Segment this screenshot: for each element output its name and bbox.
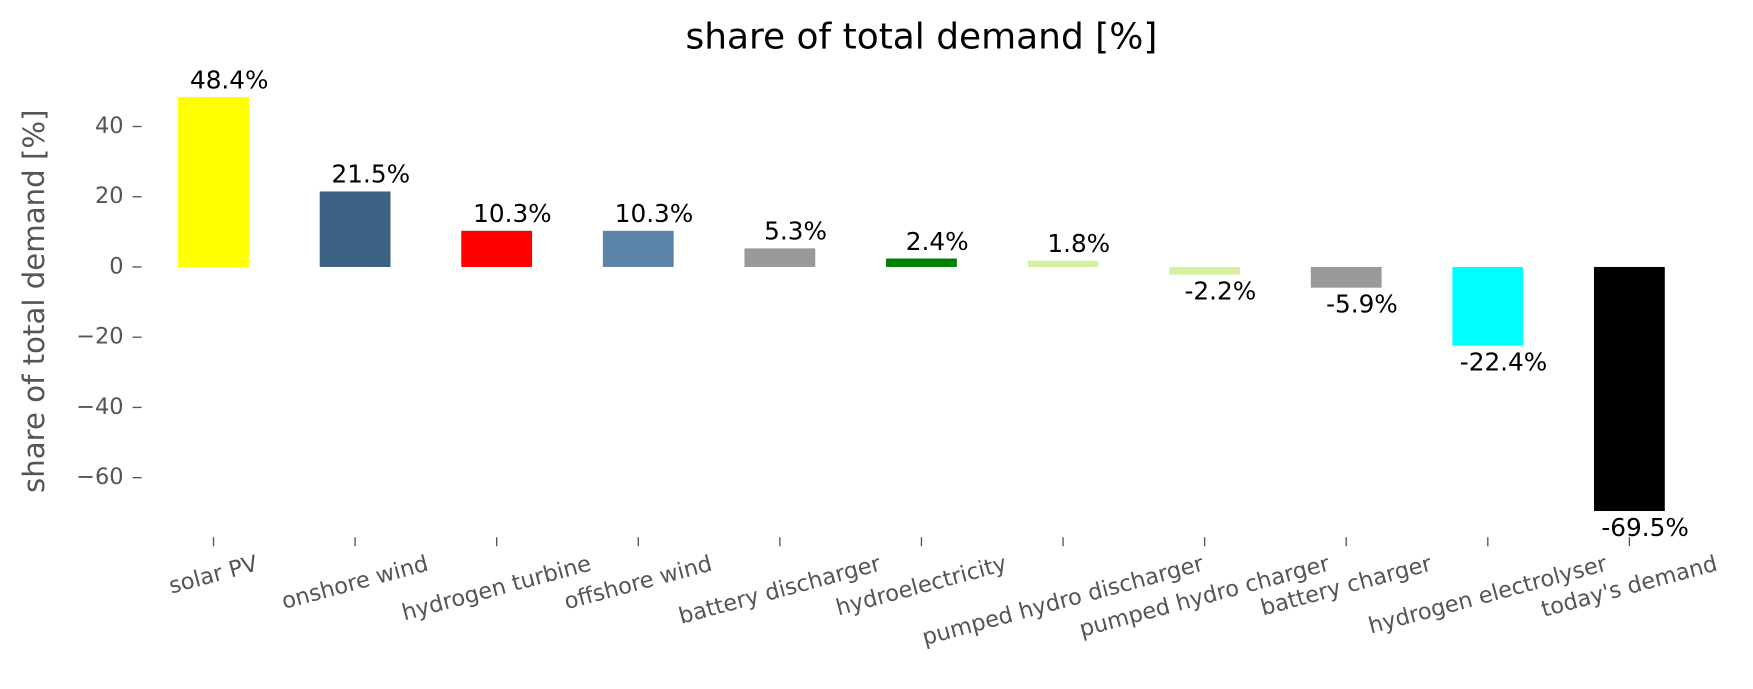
- value-label: -22.4%: [1460, 348, 1547, 377]
- y-tick-label: 20: [95, 183, 124, 209]
- bar: [886, 258, 957, 267]
- x-tick-label: solar PV: [166, 551, 261, 600]
- bar: [1593, 266, 1665, 512]
- bar: [319, 191, 391, 267]
- y-axis-label: share of total demand [%]: [17, 110, 51, 493]
- value-label: -2.2%: [1184, 277, 1256, 306]
- bar: [1452, 266, 1524, 346]
- bar: [744, 248, 816, 267]
- value-label: 2.4%: [906, 227, 969, 256]
- value-label: 10.3%: [473, 199, 552, 228]
- chart-title: share of total demand [%]: [686, 16, 1158, 57]
- bar: [178, 97, 249, 267]
- value-label: -5.9%: [1326, 290, 1398, 319]
- value-label: 48.4%: [190, 65, 269, 94]
- value-label: 5.3%: [764, 217, 827, 246]
- bar: [461, 230, 533, 267]
- value-label: 10.3%: [615, 199, 694, 228]
- value-label: 21.5%: [332, 160, 411, 189]
- bar: [1169, 266, 1241, 275]
- y-tick-label: −40: [76, 394, 123, 420]
- bar: [602, 230, 674, 267]
- y-tick-label: 0: [109, 253, 123, 279]
- y-tick-label: 40: [95, 113, 124, 139]
- y-tick-label: −60: [76, 464, 123, 490]
- bar: [1027, 260, 1099, 267]
- bar: [1310, 266, 1382, 288]
- y-tick-label: −20: [76, 324, 123, 350]
- value-label: 1.8%: [1047, 229, 1110, 258]
- value-label: -69.5%: [1601, 513, 1688, 542]
